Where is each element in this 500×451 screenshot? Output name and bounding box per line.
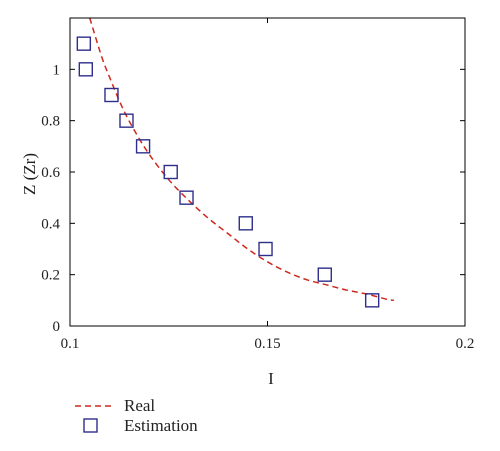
legend-real-label: Real [124, 396, 155, 415]
chart-marks [76, 18, 395, 308]
y-tick-label: 0 [53, 319, 61, 335]
estimation-point [317, 267, 332, 282]
estimation-point [119, 113, 134, 128]
x-tick-label: 0.2 [456, 336, 475, 352]
estimation-point [78, 62, 94, 77]
y-tick-label: 1 [53, 62, 61, 78]
y-axis-title: Z (Zr) [20, 153, 39, 195]
y-tick-label: 0.6 [41, 165, 60, 181]
estimation-point [163, 164, 178, 180]
estimation-point [179, 190, 194, 205]
series-line-real [89, 18, 395, 302]
x-axis-title: I [268, 369, 274, 388]
x-tick-label: 0.15 [254, 336, 280, 352]
x-tick-label: 0.1 [61, 336, 80, 352]
estimation-point [135, 139, 151, 154]
legend-estimation-swatch [83, 418, 98, 433]
y-tick-label: 0.4 [41, 216, 60, 232]
estimation-point [238, 216, 253, 231]
estimation-point [258, 241, 273, 257]
y-tick-label: 0.8 [41, 114, 60, 130]
estimation-point [76, 36, 92, 51]
axes: 0.1 0.15 0.2 0 0.2 0.4 0.6 0.8 1 [41, 17, 475, 352]
legend-estimation-label: Estimation [124, 416, 198, 435]
legend: Real Estimation [75, 396, 198, 435]
plot-frame [69, 17, 466, 327]
y-tick-label: 0.2 [41, 268, 60, 284]
estimation-point [364, 293, 380, 308]
estimation-point [104, 87, 119, 103]
clipped-marks [89, 18, 395, 302]
